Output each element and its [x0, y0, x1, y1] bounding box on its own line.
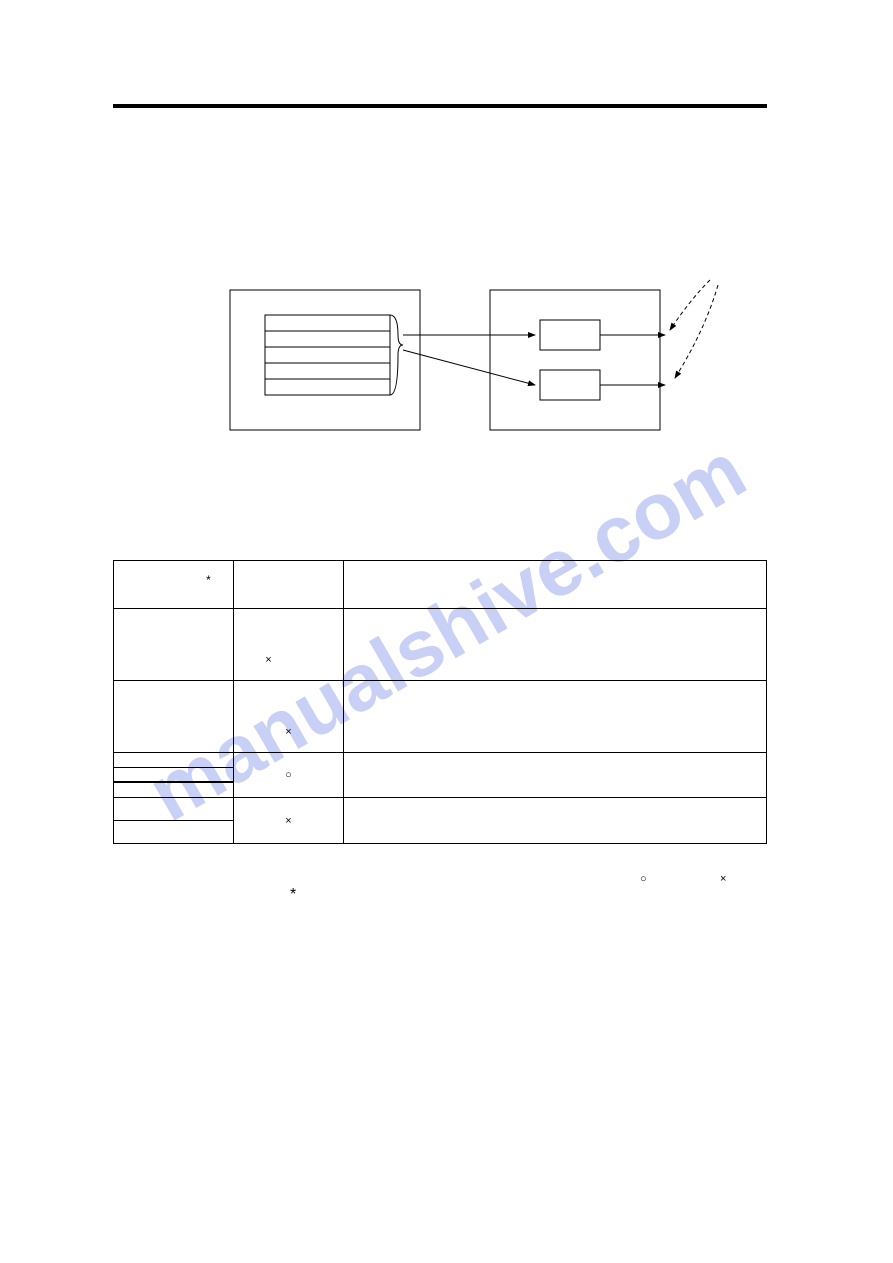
header-cell-3: [344, 561, 766, 608]
table-row-2: ×: [114, 609, 766, 681]
header-divider: [113, 104, 767, 108]
outer-right-box: [490, 290, 660, 430]
row5-cell-2: ×: [234, 798, 344, 843]
stack-row-4: [265, 363, 390, 379]
inner-top-box: [540, 320, 600, 350]
row2-cell-2: ×: [234, 609, 344, 680]
data-table: * × ×: [113, 560, 767, 844]
row4-cell-3: [344, 753, 766, 797]
o-symbol: ○: [285, 769, 292, 781]
x-symbol: ×: [265, 654, 271, 666]
row4-nested-3: [114, 782, 233, 797]
bracket-curve: [390, 315, 403, 395]
x-symbol: ×: [285, 726, 291, 738]
row5-nested-1: [114, 798, 233, 821]
row2-cell-3: [344, 609, 766, 680]
dashed-arrow-top: [670, 280, 710, 330]
inner-bottom-box: [540, 370, 600, 400]
stack-row-5: [265, 379, 390, 395]
row4-nested-col1: [114, 753, 234, 797]
row4-cell-2: ○: [234, 753, 344, 797]
dashed-arrow-bottom: [675, 285, 718, 378]
arrow-to-bottom: [403, 350, 535, 385]
table-row-3: ×: [114, 681, 766, 753]
table-row-5: ×: [114, 798, 766, 843]
table-header-row: *: [114, 561, 766, 609]
row4-nested-2: [114, 768, 233, 783]
footer-x-symbol: ×: [720, 873, 726, 885]
row3-cell-2: ×: [234, 681, 344, 752]
table-row-4: ○: [114, 753, 766, 798]
row3-cell-3: [344, 681, 766, 752]
footer-asterisk: *: [290, 886, 296, 904]
stack-row-2: [265, 331, 390, 347]
row5-nested-2: [114, 821, 233, 843]
outer-left-box: [230, 290, 420, 430]
x-symbol: ×: [285, 815, 291, 827]
row4-nested-1: [114, 753, 233, 768]
stack-row-1: [265, 315, 390, 331]
row3-cell-1: [114, 681, 234, 752]
row2-cell-1: [114, 609, 234, 680]
row5-nested-col1: [114, 798, 234, 843]
header-cell-2: [234, 561, 344, 608]
flowchart-diagram: [230, 290, 730, 445]
diagram-svg: [230, 290, 730, 440]
row5-cell-3: [344, 798, 766, 843]
header-asterisk: *: [206, 573, 211, 587]
header-cell-1: *: [114, 561, 234, 608]
stack-row-3: [265, 347, 390, 363]
footer-circle-symbol: ○: [640, 873, 647, 885]
